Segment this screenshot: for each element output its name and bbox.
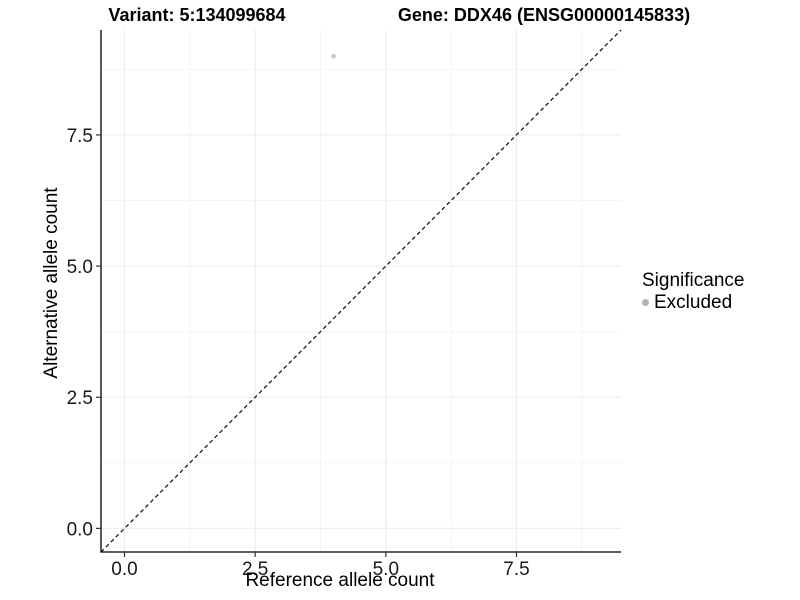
plot-title-variant: Variant: 5:134099684 [108,5,286,25]
x-tick-label: 0.0 [111,559,137,580]
y-tick-label: 5.0 [67,257,93,278]
legend-key-dot [642,299,649,306]
x-tick-label: 7.5 [503,559,529,580]
x-axis-title: Reference allele count [245,570,435,591]
x-tick-label: 5.0 [373,559,399,580]
y-tick-label: 2.5 [67,388,93,409]
legend: Significance Excluded [640,270,744,313]
identity-reference-line [100,29,622,553]
y-tick-label: 0.0 [67,519,93,540]
legend-item-label: Excluded [654,292,733,313]
legend-title: Significance [642,270,745,291]
y-tick-label: 7.5 [67,126,93,147]
data-point-excluded [331,53,336,59]
legend-item-excluded: Excluded [642,292,744,313]
y-axis-title: Alternative allele count [41,187,62,379]
x-tick-label: 2.5 [242,559,268,580]
plot-title-gene: Gene: DDX46 (ENSG00000145833) [397,5,691,25]
